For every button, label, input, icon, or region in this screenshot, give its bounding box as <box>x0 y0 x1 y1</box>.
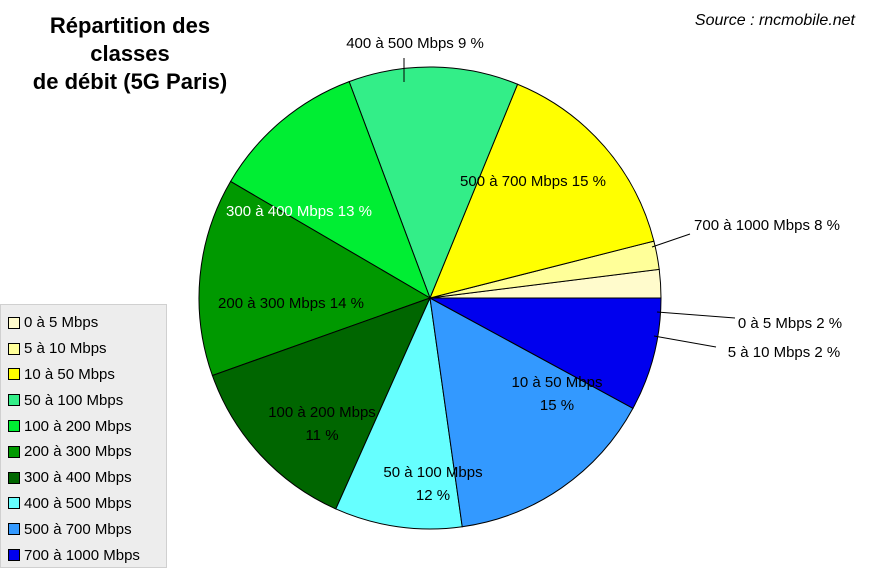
leader-line <box>653 335 717 348</box>
legend-swatch <box>8 549 20 562</box>
pie-slice <box>429 297 662 409</box>
chart-title: Répartition des classes de débit (5G Par… <box>10 12 250 96</box>
leader-line <box>651 233 691 248</box>
slice-label: 500 à 700 Mbps 15 % <box>460 173 606 190</box>
legend-item: 0 à 5 Mbps <box>8 310 166 336</box>
legend-label: 100 à 200 Mbps <box>24 417 132 435</box>
leader-line <box>656 311 736 319</box>
legend-swatch <box>8 445 20 458</box>
slice-label: 10 à 50 Mbps <box>512 374 603 391</box>
slice-label: 50 à 100 Mbps <box>383 464 482 481</box>
legend-swatch <box>8 316 20 329</box>
legend-label: 50 à 100 Mbps <box>24 391 124 409</box>
slice-label: 5 à 10 Mbps 2 % <box>728 344 841 361</box>
legend-label: 300 à 400 Mbps <box>24 469 132 487</box>
legend-swatch <box>8 471 20 484</box>
legend-swatch <box>8 523 20 536</box>
source-credit: Source : rncmobile.net <box>694 12 855 29</box>
legend-label: 200 à 300 Mbps <box>24 443 132 461</box>
legend-item: 100 à 200 Mbps <box>8 413 166 439</box>
legend-label: 400 à 500 Mbps <box>24 494 132 512</box>
legend-label: 500 à 700 Mbps <box>24 520 132 538</box>
legend-swatch <box>8 368 20 381</box>
legend-item: 10 à 50 Mbps <box>8 362 166 388</box>
legend-item: 300 à 400 Mbps <box>8 465 166 491</box>
slice-label: 300 à 400 Mbps 13 % <box>226 203 372 220</box>
legend-label: 700 à 1000 Mbps <box>24 546 140 564</box>
legend-swatch <box>8 420 20 433</box>
legend-item: 50 à 100 Mbps <box>8 387 166 413</box>
pie-slice <box>429 297 634 528</box>
slice-label: 400 à 500 Mbps 9 % <box>346 35 484 52</box>
slice-label: 15 % <box>540 397 574 414</box>
pie-slice <box>211 297 431 510</box>
legend-item: 700 à 1000 Mbps <box>8 542 166 568</box>
legend-label: 0 à 5 Mbps <box>24 314 99 332</box>
slice-label: 11 % <box>305 427 338 444</box>
chart-title-line-2: de débit (5G Paris) <box>32 69 228 94</box>
slice-label: 200 à 300 Mbps 14 % <box>218 295 364 312</box>
pie-slice <box>198 180 432 377</box>
slice-label: 12 % <box>416 487 450 504</box>
chart-title-line-1: Répartition des classes <box>49 13 211 66</box>
legend-item: 400 à 500 Mbps <box>8 491 166 517</box>
legend-label: 10 à 50 Mbps <box>24 365 115 383</box>
legend-swatch <box>8 342 20 355</box>
legend-item: 500 à 700 Mbps <box>8 516 166 542</box>
legend-item: 5 à 10 Mbps <box>8 336 166 362</box>
pie-slice <box>229 80 431 300</box>
legend-swatch <box>8 394 20 407</box>
slice-label: 700 à 1000 Mbps 8 % <box>694 217 840 234</box>
legend-swatch <box>8 497 20 510</box>
pie-slice <box>348 66 519 300</box>
pie-slice <box>335 296 463 530</box>
slice-label: 0 à 5 Mbps 2 % <box>738 315 842 332</box>
pie-slice <box>429 83 655 299</box>
legend-item: 200 à 300 Mbps <box>8 439 166 465</box>
legend-label: 5 à 10 Mbps <box>24 340 107 358</box>
legend: 0 à 5 Mbps 5 à 10 Mbps 10 à 50 Mbps 50 à 10… <box>0 304 167 568</box>
slice-label: 100 à 200 Mbps <box>268 404 376 421</box>
